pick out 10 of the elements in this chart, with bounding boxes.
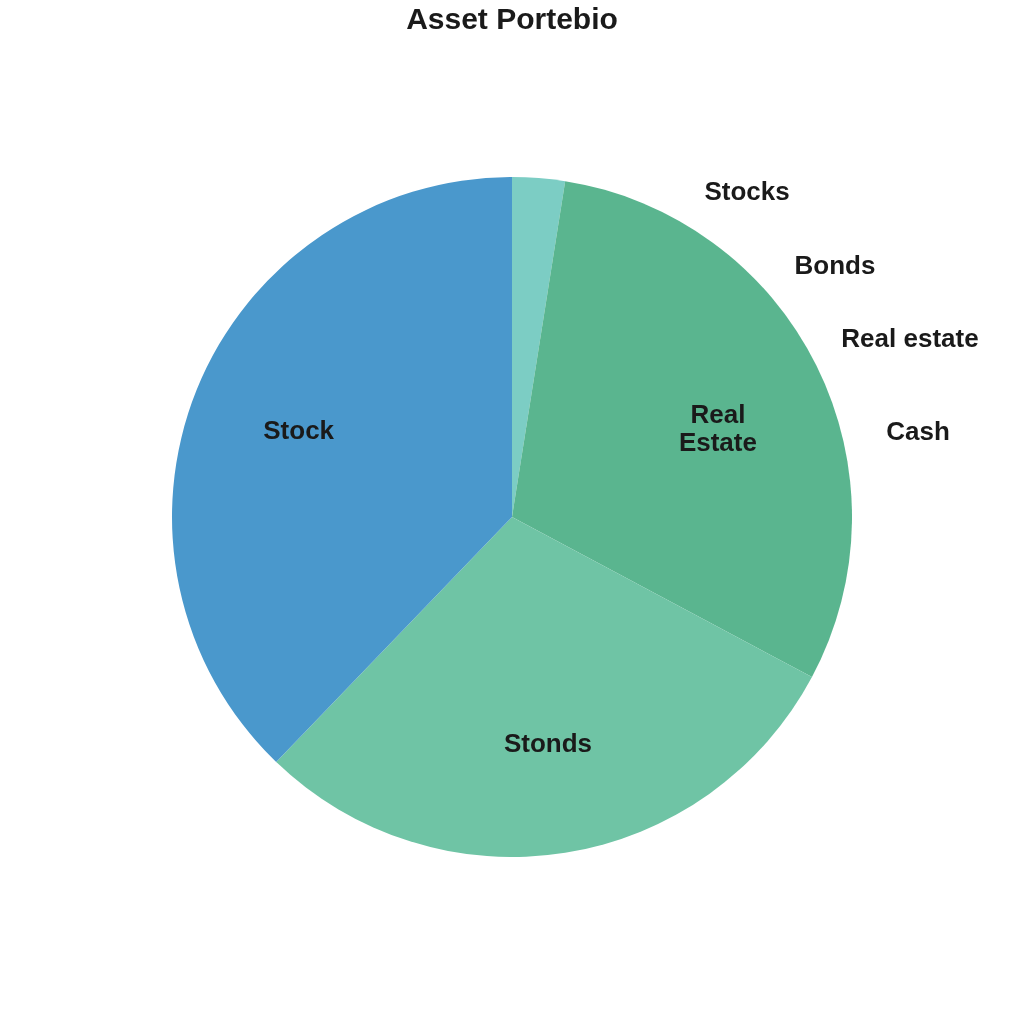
text: Cash: [886, 416, 950, 446]
chart-title: Asset Portebio: [406, 2, 618, 35]
text: Real estate: [841, 323, 979, 353]
pie-slice: [512, 177, 566, 517]
slice-label: Stock: [263, 414, 335, 445]
slice-label: Stonds: [503, 728, 593, 759]
slice-label: Real Estate: [678, 398, 757, 457]
text: Bonds: [794, 250, 876, 280]
pie-slice: [276, 517, 812, 857]
text: Stocks: [704, 176, 790, 206]
